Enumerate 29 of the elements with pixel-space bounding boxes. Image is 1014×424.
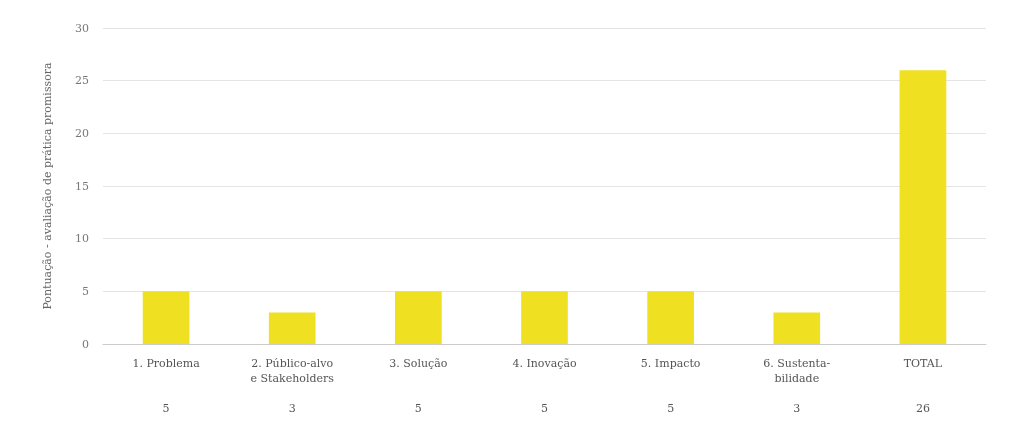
- y-tick-label: 15: [75, 179, 89, 193]
- x-tick-label: 2. Público-alvo e Stakeholders: [250, 357, 335, 385]
- bar: [142, 291, 190, 344]
- bar: [521, 291, 568, 344]
- data-label: 5: [541, 402, 548, 415]
- x-tick-label: TOTAL: [903, 357, 943, 370]
- bar: [773, 312, 821, 344]
- bar: [395, 291, 442, 344]
- data-label: 3: [793, 402, 801, 415]
- y-tick-label: 25: [75, 74, 89, 88]
- data-label: 26: [915, 402, 930, 415]
- bar: [268, 312, 316, 344]
- data-label: 5: [414, 402, 422, 415]
- x-tick-label: 3. Solução: [389, 357, 448, 370]
- y-tick-label: 10: [75, 232, 89, 246]
- x-tick-label: 1. Problema: [132, 357, 201, 370]
- data-label: 5: [162, 402, 170, 415]
- y-tick-label: 30: [75, 21, 89, 35]
- x-tick-label: 4. Inovação: [512, 357, 577, 370]
- data-label: 5: [667, 402, 675, 415]
- y-axis-title: Pontuação - avaliação de prática promissora: [41, 61, 54, 310]
- y-tick-label: 20: [75, 126, 89, 140]
- x-tick-label: 5. Impacto: [640, 357, 701, 370]
- bar: [899, 70, 947, 344]
- y-tick-label: 0: [82, 337, 89, 351]
- y-tick-label: 5: [82, 284, 89, 298]
- x-tick-label: 6. Sustenta- bilidade: [763, 357, 831, 385]
- data-label: 3: [288, 402, 296, 415]
- bar: [647, 291, 694, 344]
